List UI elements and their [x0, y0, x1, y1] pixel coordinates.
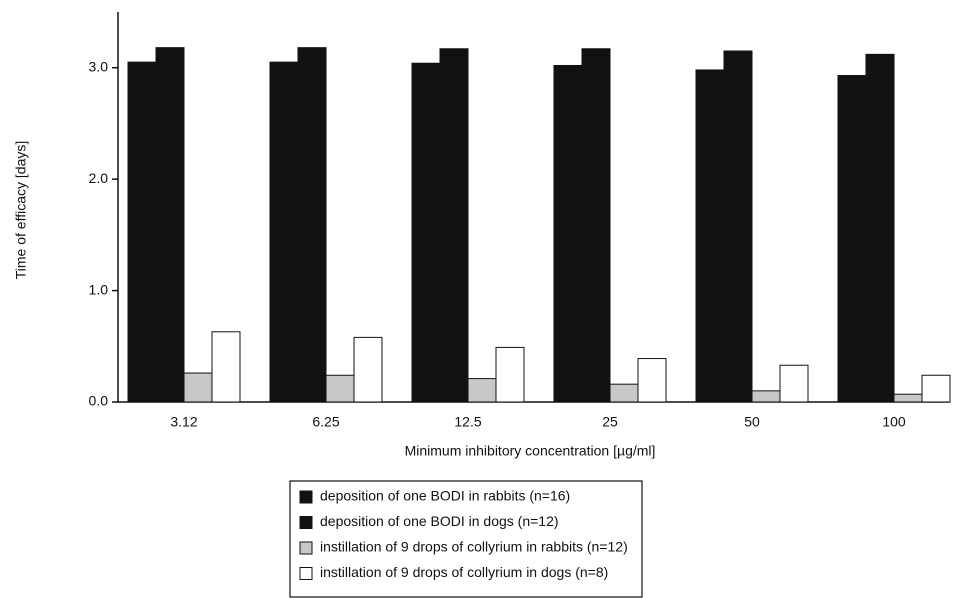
bar	[155, 47, 185, 403]
x-axis-label: Minimum inhibitory concentration [µg/ml]	[405, 443, 656, 459]
bar	[495, 346, 525, 403]
bar	[297, 47, 327, 403]
bar	[695, 69, 725, 403]
bar	[779, 364, 809, 403]
y-tick-label: 3.0	[89, 58, 109, 74]
bar	[211, 331, 241, 403]
x-tick-label: 3.12	[170, 414, 197, 430]
x-tick-label: 25	[602, 414, 618, 430]
y-axis-label: Time of efficacy [days]	[13, 141, 29, 280]
x-tick-label: 6.25	[312, 414, 339, 430]
legend-label: instillation of 9 drops of collyrium in …	[320, 539, 628, 555]
bar	[439, 48, 469, 403]
bar	[837, 75, 867, 403]
legend-box	[289, 480, 643, 598]
legend-swatch	[299, 490, 313, 504]
x-tick-label: 50	[744, 414, 760, 430]
legend-swatch	[299, 567, 313, 580]
y-tick-label: 2.0	[89, 170, 109, 186]
bar	[581, 48, 611, 403]
bar	[893, 393, 923, 403]
bar	[637, 358, 667, 403]
legend-swatch	[299, 541, 313, 555]
bar	[865, 53, 895, 403]
legend-label: deposition of one BODI in dogs (n=12)	[320, 513, 559, 529]
bar	[553, 64, 583, 403]
legend-swatch	[299, 516, 313, 529]
bar	[609, 383, 639, 403]
bar	[411, 62, 441, 403]
legend-label: deposition of one BODI in rabbits (n=16)	[320, 488, 570, 504]
bar	[353, 336, 383, 403]
bar	[269, 61, 299, 403]
bar	[183, 372, 213, 403]
y-tick-label: 1.0	[89, 281, 109, 297]
bar	[467, 378, 497, 403]
y-tick-label: 0.0	[89, 393, 109, 409]
bar	[127, 61, 157, 403]
bar	[921, 374, 951, 403]
bar	[723, 50, 753, 403]
bar	[325, 374, 355, 403]
bar	[751, 390, 781, 403]
x-tick-label: 12.5	[454, 414, 481, 430]
x-tick-label: 100	[882, 414, 906, 430]
legend-label: instillation of 9 drops of collyrium in …	[320, 564, 608, 580]
